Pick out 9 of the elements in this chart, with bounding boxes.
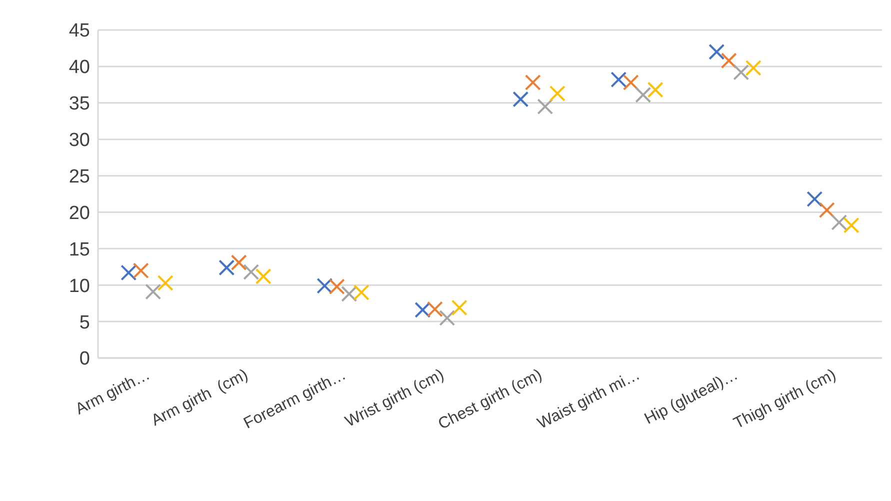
y-tick-label: 35: [68, 94, 90, 115]
y-tick-label: 15: [68, 239, 90, 260]
y-tick-label: 45: [68, 20, 90, 42]
y-tick-label: 20: [68, 202, 90, 224]
y-tick-label: 40: [68, 57, 90, 78]
y-tick-label: 10: [68, 276, 90, 297]
y-tick-label: 25: [68, 166, 90, 188]
y-tick-label: 5: [79, 312, 90, 334]
y-tick-label: 30: [68, 130, 90, 152]
